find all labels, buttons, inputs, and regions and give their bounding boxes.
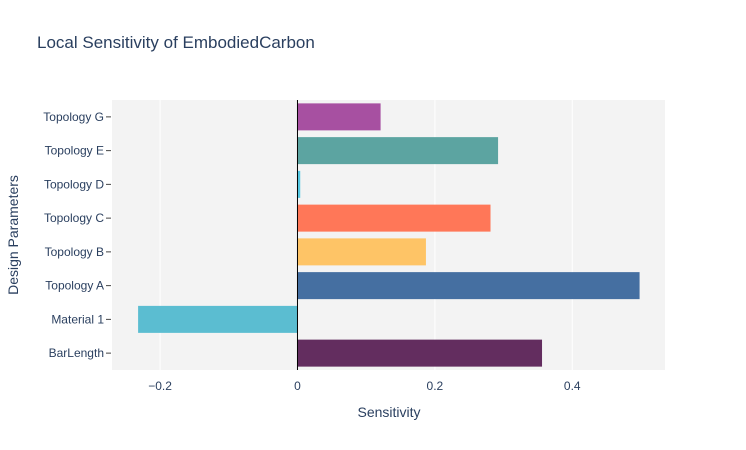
bar-topology-e [297,137,499,165]
y-tick-label: Material 1 [51,312,104,326]
bar-barlength [297,339,543,367]
bar-topology-d [297,170,301,198]
x-tick-label: 0 [294,379,301,393]
y-tick-label: Topology B [45,245,104,259]
y-tick-label: Topology D [44,177,104,191]
bars [138,103,640,367]
bar-material-1 [138,305,298,333]
bar-topology-b [297,238,426,266]
bar-topology-c [297,204,491,232]
y-tick-label: BarLength [49,346,104,360]
y-tick-label: Topology E [45,144,104,158]
x-tick-label: 0.4 [564,379,581,393]
x-tick-label: −0.2 [148,379,172,393]
y-axis-label: Design Parameters [5,175,21,295]
y-tick-label: Topology A [45,279,104,293]
bar-topology-a [297,272,640,300]
x-axis-ticks: −0.2 0 0.2 0.4 [148,379,581,393]
y-tick-label: Topology C [44,211,104,225]
y-tick-label: Topology G [43,110,104,124]
y-axis-ticks: BarLength Material 1 Topology A Topology B T… [43,110,111,360]
bar-topology-g [297,103,381,131]
x-axis-label: Sensitivity [357,404,420,420]
chart-title: Local Sensitivity of EmbodiedCarbon [37,33,315,52]
x-tick-label: 0.2 [427,379,444,393]
